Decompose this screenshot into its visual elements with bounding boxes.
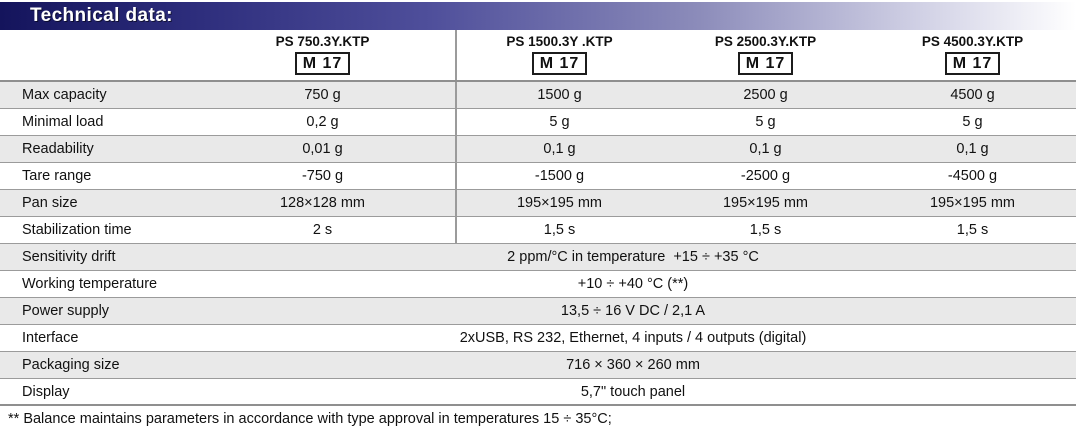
cell-value-span: 716 × 360 × 260 mm (566, 357, 700, 373)
cell-value: 1500 g (455, 82, 662, 108)
row-label: Packaging size (22, 357, 120, 373)
row-label: Display (22, 383, 70, 400)
row-label: Max capacity (22, 87, 107, 103)
cell-value: -4500 g (947, 168, 998, 184)
banner: Technical data: (0, 2, 1076, 30)
cell-value: 2 s (312, 222, 333, 238)
table-body: Max capacity 750 g 1500 g 2500 g 4500 g … (0, 82, 1076, 406)
model-name: PS 4500.3Y.KTP (921, 34, 1024, 49)
row-label: Working temperature (22, 276, 158, 292)
cell-value-span: 2xUSB, RS 232, Ethernet, 4 inputs / 4 ou… (459, 330, 807, 346)
metrology-badge: M 17 (294, 52, 351, 75)
cell-value: -1500 g (455, 163, 662, 189)
cell-value: 195×195 mm (929, 195, 1016, 211)
table-row-power-supply: Power supply 13,5 ÷ 16 V DC / 2,1 A (0, 298, 1076, 325)
model-name: PS 750.3Y.KTP (275, 34, 370, 49)
model-name: PS 2500.3Y.KTP (714, 34, 817, 49)
cell-value: 195×195 mm (455, 190, 662, 216)
cell-value-span: 5,7" touch panel (580, 383, 686, 400)
footnote: ** Balance maintains parameters in accor… (8, 411, 612, 427)
cell-value: 195×195 mm (722, 195, 809, 211)
table-row-max-capacity: Max capacity 750 g 1500 g 2500 g 4500 g (0, 82, 1076, 109)
cell-value: 0,01 g (302, 141, 343, 157)
column-header-ps1500: PS 1500.3Y .KTP M 17 (455, 30, 662, 80)
table-row-stabilization-time: Stabilization time 2 s 1,5 s 1,5 s 1,5 s (0, 217, 1076, 244)
cell-value-span: 13,5 ÷ 16 V DC / 2,1 A (560, 303, 706, 319)
row-label: Pan size (22, 195, 78, 211)
row-label: Readability (22, 141, 94, 157)
metrology-badge: M 17 (737, 52, 794, 75)
cell-value: 0,1 g (956, 141, 989, 157)
column-header-ps2500: PS 2500.3Y.KTP M 17 (662, 30, 869, 80)
table-row-tare-range: Tare range -750 g -1500 g -2500 g -4500 … (0, 163, 1076, 190)
cell-value: 1,5 s (455, 217, 662, 243)
cell-value: 750 g (304, 87, 341, 103)
cell-value: 1,5 s (749, 222, 782, 238)
cell-value: -750 g (301, 168, 344, 184)
cell-value: 0,1 g (749, 141, 782, 157)
cell-value: 5 g (962, 114, 983, 130)
cell-value: 1,5 s (956, 222, 989, 238)
table-row-working-temperature: Working temperature +10 ÷ +40 °C (**) (0, 271, 1076, 298)
model-name: PS 1500.3Y .KTP (506, 34, 613, 49)
table-row-display: Display 5,7" touch panel (0, 379, 1076, 406)
header-empty-cell (0, 30, 190, 80)
row-label: Sensitivity drift (22, 249, 116, 265)
cell-value: 5 g (455, 109, 662, 135)
cell-value: 128×128 mm (279, 195, 366, 211)
metrology-badge: M 17 (944, 52, 1001, 75)
cell-value-span: 2 ppm/°C in temperature +15 ÷ +35 °C (507, 249, 759, 265)
cell-value: 5 g (755, 114, 776, 130)
cell-value: 2500 g (743, 87, 788, 103)
cell-value: 4500 g (950, 87, 995, 103)
row-label: Minimal load (22, 114, 104, 130)
row-label: Tare range (22, 168, 92, 184)
table-row-minimal-load: Minimal load 0,2 g 5 g 5 g 5 g (0, 109, 1076, 136)
table-row-sensitivity-drift: Sensitivity drift 2 ppm/°C in temperatur… (0, 244, 1076, 271)
table-header-row: PS 750.3Y.KTP M 17 PS 1500.3Y .KTP M 17 … (0, 30, 1076, 82)
row-label: Interface (22, 330, 79, 346)
table-row-pan-size: Pan size 128×128 mm 195×195 mm 195×195 m… (0, 190, 1076, 217)
table-row-interface: Interface 2xUSB, RS 232, Ethernet, 4 inp… (0, 325, 1076, 352)
cell-value: -2500 g (740, 168, 791, 184)
column-header-ps750: PS 750.3Y.KTP M 17 (190, 30, 455, 80)
table-row-readability: Readability 0,01 g 0,1 g 0,1 g 0,1 g (0, 136, 1076, 163)
cell-value: 0,2 g (306, 114, 339, 130)
cell-value-span: +10 ÷ +40 °C (**) (577, 276, 689, 292)
column-header-ps4500: PS 4500.3Y.KTP M 17 (869, 30, 1076, 80)
cell-value: 0,1 g (455, 136, 662, 162)
row-label: Stabilization time (22, 222, 132, 238)
page-title: Technical data: (30, 5, 173, 26)
spec-table: PS 750.3Y.KTP M 17 PS 1500.3Y .KTP M 17 … (0, 30, 1076, 406)
table-row-packaging-size: Packaging size 716 × 360 × 260 mm (0, 352, 1076, 379)
row-label: Power supply (22, 303, 110, 319)
metrology-badge: M 17 (531, 52, 588, 75)
